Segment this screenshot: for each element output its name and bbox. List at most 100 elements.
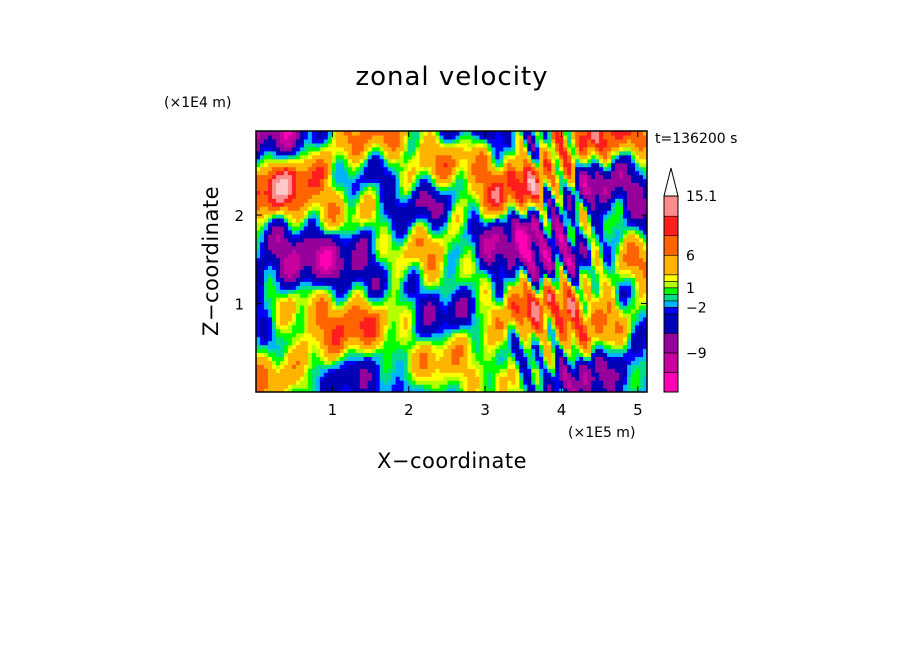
heatmap-cell: [547, 376, 552, 381]
heatmap-cell: [343, 376, 349, 381]
heatmap-cell: [323, 368, 329, 373]
heatmap-cell: [407, 360, 413, 365]
heatmap-cell: [547, 368, 552, 373]
heatmap-cell: [431, 336, 437, 342]
heatmap-cell: [307, 372, 313, 377]
heatmap-cell: [271, 352, 277, 357]
heatmap-cell: [319, 340, 325, 346]
heatmap-cell: [303, 320, 309, 326]
heatmap-cell: [527, 360, 532, 365]
heatmap-cell: [611, 273, 616, 278]
heatmap-cell: [495, 206, 500, 211]
heatmap-cell: [419, 305, 425, 310]
heatmap-cell: [523, 356, 528, 361]
heatmap-cell: [455, 297, 461, 302]
heatmap-cell: [615, 269, 620, 274]
heatmap-cell: [571, 336, 576, 342]
heatmap-cell: [351, 364, 357, 369]
heatmap-cell: [415, 372, 421, 377]
heatmap-cell: [479, 340, 485, 346]
heatmap-cell: [491, 245, 496, 251]
heatmap-cell: [467, 324, 473, 330]
heatmap-cell: [583, 297, 588, 302]
heatmap-cell: [503, 372, 508, 377]
heatmap-cell: [643, 277, 647, 282]
heatmap-cell: [387, 285, 393, 290]
heatmap-cell: [443, 380, 449, 385]
heatmap-cell: [603, 324, 608, 330]
heatmap-cell: [383, 257, 389, 263]
heatmap-cell: [279, 332, 285, 338]
heatmap-cell: [423, 356, 429, 361]
heatmap-cell: [555, 368, 560, 373]
heatmap-cell: [295, 301, 301, 306]
heatmap-cell: [579, 352, 584, 357]
heatmap-cell: [279, 384, 285, 389]
heatmap-cell: [547, 293, 552, 298]
heatmap-cell: [547, 214, 552, 219]
heatmap-cell: [423, 269, 429, 274]
heatmap-cell: [539, 320, 544, 326]
heatmap-cell: [351, 384, 357, 389]
heatmap-cell: [615, 320, 620, 326]
heatmap-cell: [527, 225, 532, 231]
heatmap-cell: [439, 352, 445, 357]
heatmap-cell: [423, 360, 429, 365]
heatmap-cell: [415, 348, 421, 354]
heatmap-cell: [371, 221, 377, 227]
heatmap-cell: [267, 384, 273, 389]
heatmap-cell: [539, 285, 544, 290]
heatmap-cell: [579, 277, 584, 282]
heatmap-cell: [447, 332, 453, 338]
heatmap-cell: [547, 384, 552, 389]
heatmap-cell: [319, 269, 325, 274]
heatmap-cell: [431, 249, 437, 255]
heatmap-cell: [351, 214, 357, 219]
heatmap-cell: [491, 257, 496, 263]
heatmap-cell: [363, 312, 369, 318]
heatmap-cell: [491, 253, 496, 259]
heatmap-cell: [403, 241, 409, 247]
heatmap-cell: [435, 241, 441, 247]
heatmap-cell: [611, 289, 616, 294]
heatmap-cell: [467, 206, 473, 211]
heatmap-cell: [443, 206, 449, 211]
heatmap-cell: [627, 206, 632, 211]
heatmap-cell: [267, 376, 273, 381]
heatmap-cell: [555, 194, 560, 199]
heatmap-cell: [435, 320, 441, 326]
heatmap-cell: [491, 206, 496, 211]
heatmap-cell: [315, 210, 321, 215]
heatmap-cell: [395, 368, 401, 373]
heatmap-cell: [627, 241, 632, 247]
heatmap-cell: [387, 297, 393, 302]
heatmap-cell: [447, 384, 453, 389]
heatmap-cell: [331, 324, 337, 330]
heatmap-cell: [627, 221, 632, 227]
heatmap-cell: [383, 316, 389, 322]
heatmap-cell: [551, 312, 556, 318]
heatmap-cell: [371, 364, 377, 369]
heatmap-cell: [523, 194, 528, 199]
heatmap-cell: [399, 332, 405, 338]
heatmap-cell: [643, 305, 647, 310]
heatmap-cell: [495, 269, 500, 274]
heatmap-cell: [431, 332, 437, 338]
heatmap-cell: [559, 218, 564, 223]
heatmap-cell: [511, 348, 516, 354]
heatmap-cell: [515, 372, 520, 377]
heatmap-cell: [511, 324, 516, 330]
heatmap-cell: [511, 277, 516, 282]
heatmap-cell: [523, 257, 528, 263]
heatmap-cell: [427, 340, 433, 346]
heatmap-cell: [339, 344, 345, 350]
heatmap-cell: [363, 218, 369, 223]
heatmap-cell: [591, 194, 596, 199]
heatmap-cell: [343, 249, 349, 255]
heatmap-cell: [355, 320, 361, 326]
heatmap-cell: [395, 324, 401, 330]
heatmap-cell: [491, 297, 496, 302]
heatmap-cell: [399, 206, 405, 211]
heatmap-cell: [451, 285, 457, 290]
heatmap-cell: [359, 305, 365, 310]
